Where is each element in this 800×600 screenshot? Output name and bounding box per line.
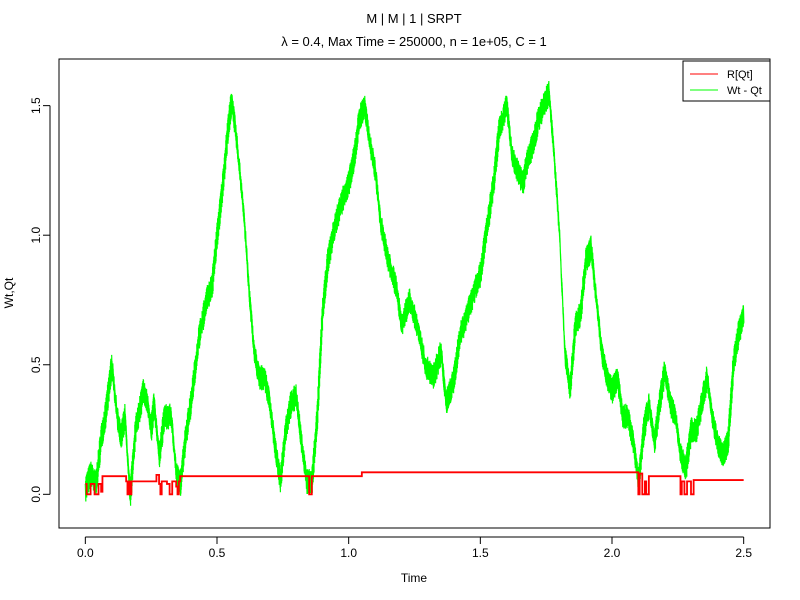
x-tick-label: 1.0 bbox=[340, 546, 357, 560]
y-axis: 0.0 0.5 1.0 1.5 bbox=[29, 97, 51, 503]
x-tick-label: 2.5 bbox=[735, 546, 752, 560]
legend-label-rqt: R[Qt] bbox=[727, 69, 753, 81]
legend: R[Qt] Wt - Qt bbox=[682, 60, 771, 102]
x-tick-label: 2.0 bbox=[604, 546, 621, 560]
legend-label-wt-qt: Wt - Qt bbox=[727, 85, 762, 97]
x-axis: 0.0 0.5 1.0 1.5 2.0 2.5 bbox=[77, 536, 752, 560]
x-tick-label: 1.5 bbox=[472, 546, 489, 560]
chart-title: M | M | 1 | SRPT bbox=[366, 11, 461, 26]
y-tick-label: 0.0 bbox=[29, 486, 43, 503]
chart-subtitle: λ = 0.4, Max Time = 250000, n = 1e+05, C… bbox=[281, 34, 547, 49]
y-tick-label: 0.5 bbox=[29, 356, 43, 373]
plot-frame bbox=[58, 58, 771, 529]
legend-box bbox=[682, 60, 771, 102]
x-tick-label: 0.5 bbox=[209, 546, 226, 560]
series-line-rqt bbox=[85, 471, 744, 496]
y-tick-label: 1.0 bbox=[29, 227, 43, 244]
x-tick-label: 0.0 bbox=[77, 546, 94, 560]
y-axis-label: Wt,Qt bbox=[2, 277, 16, 308]
series-layer bbox=[84, 80, 745, 506]
x-axis-label: Time bbox=[401, 571, 428, 585]
y-tick-label: 1.5 bbox=[29, 97, 43, 114]
